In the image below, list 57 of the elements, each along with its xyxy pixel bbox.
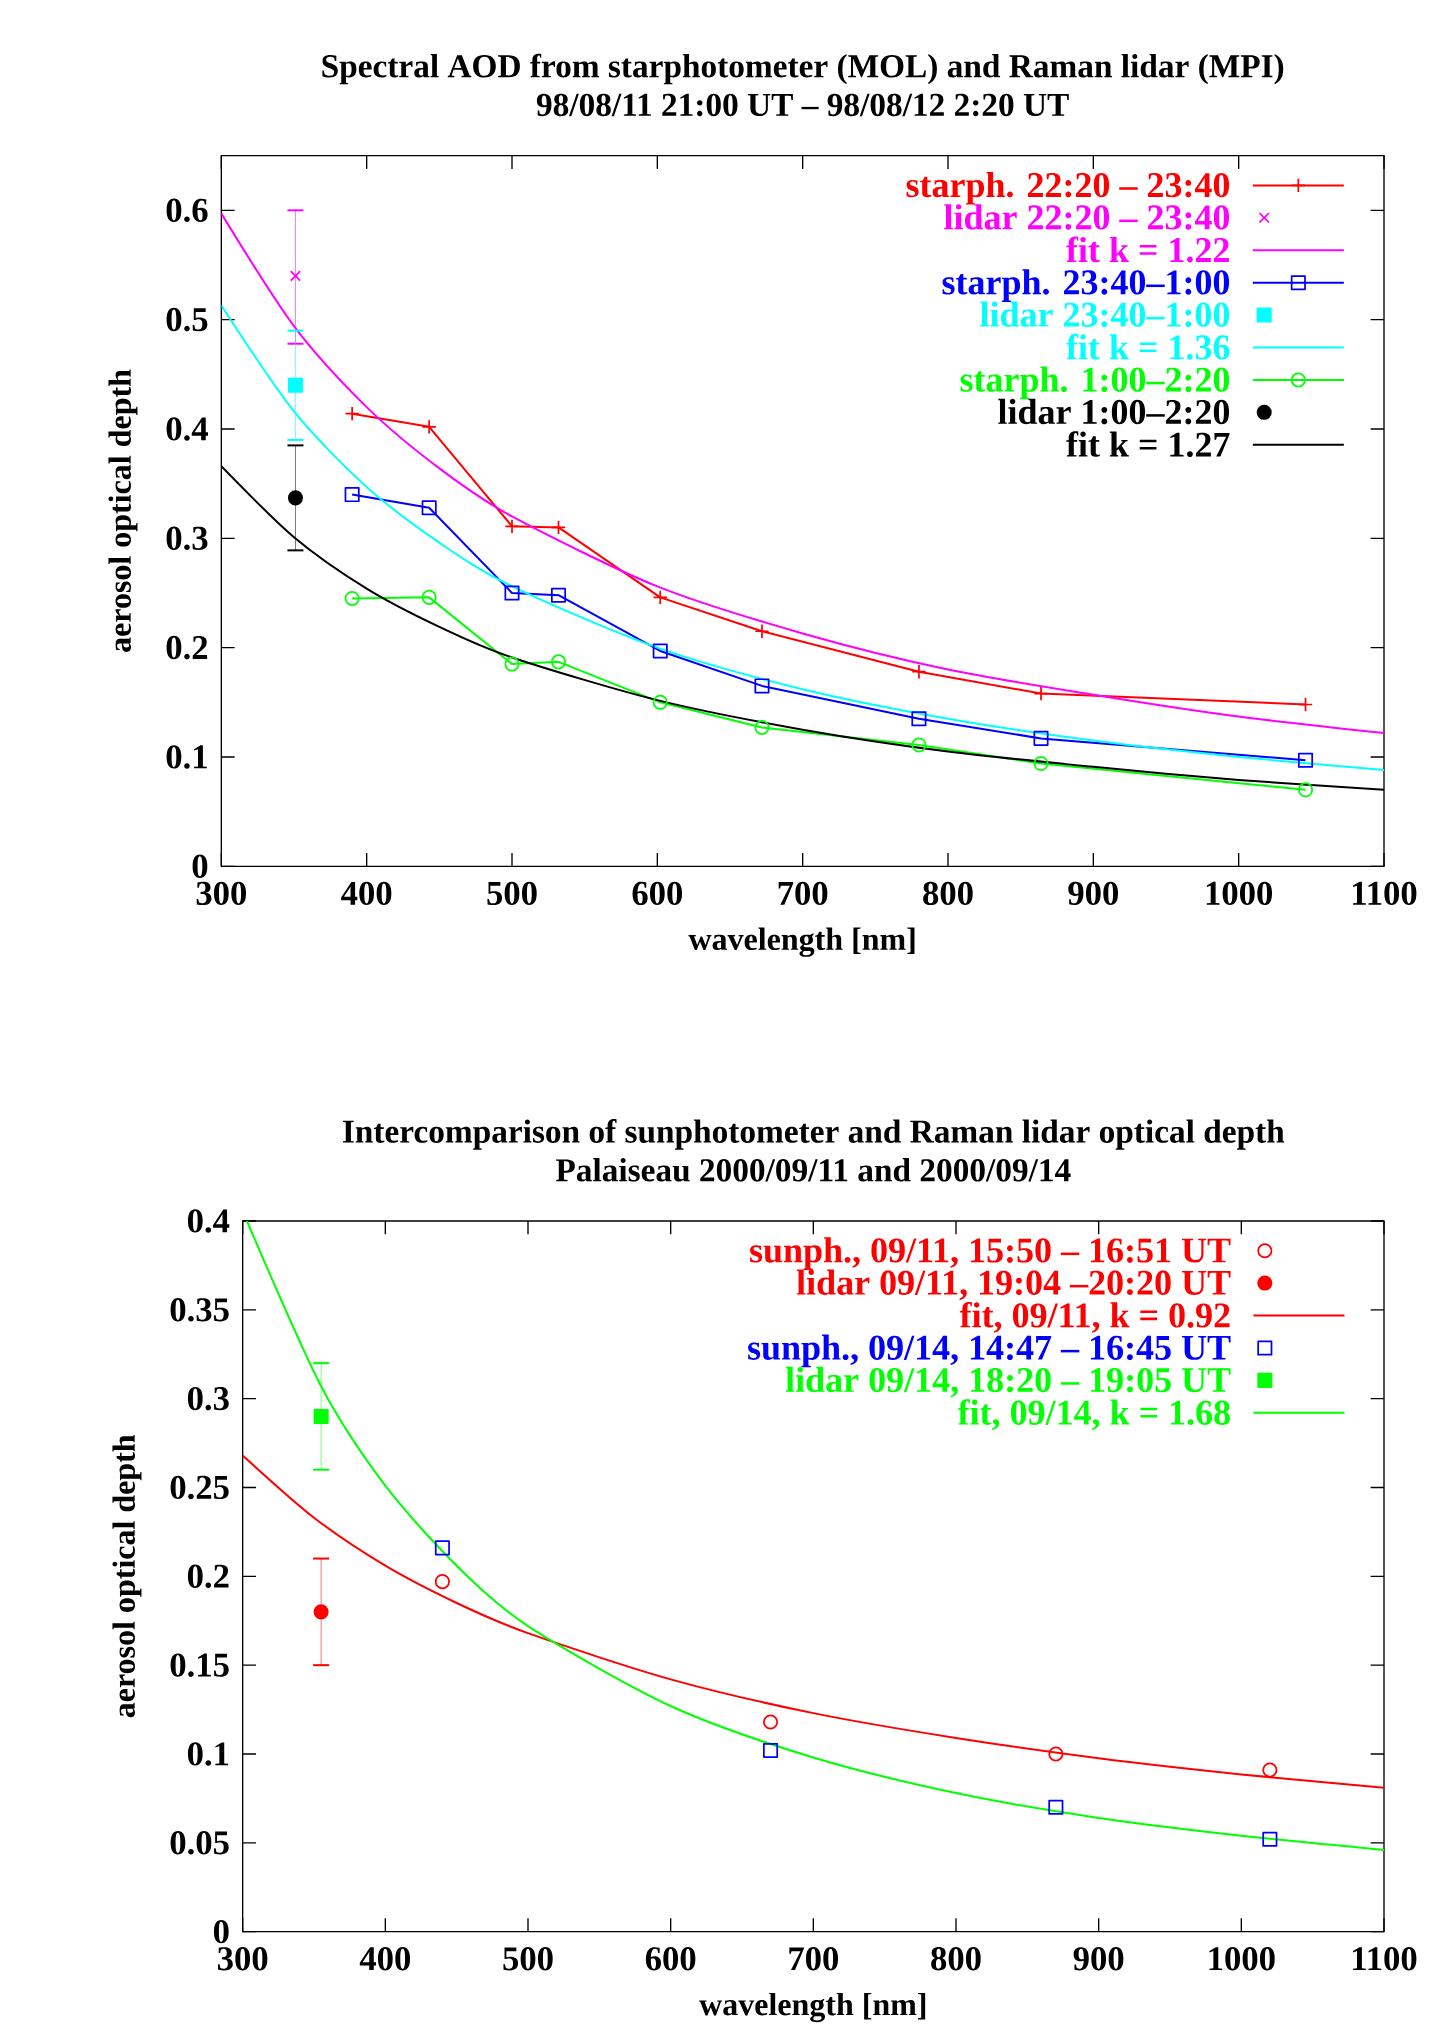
y-tick-label: 0 [192, 854, 208, 879]
chart-title: Intercomparison of sunphotometer and Raman lidar optical depth [342, 1119, 1285, 1150]
y-tick-label: 0.2 [187, 1564, 229, 1589]
y-tick-label: 0.4 [166, 417, 208, 441]
legend-label: fit k = 1.36 [1066, 333, 1230, 360]
x-tick-label: 1100 [1353, 1947, 1417, 1971]
y-axis-title: aerosol optical depth [108, 369, 138, 652]
x-tick-label: 1100 [1353, 881, 1417, 906]
y-tick-label: 0.1 [187, 1742, 229, 1766]
legend-label: sunph., 09/11, 15:50 – 16:51 UT [750, 1237, 1231, 1270]
x-tick-label: 300 [196, 881, 247, 906]
y-tick-label: 0.5 [166, 307, 208, 332]
legend-label: lidar 22:20 – 23:40 [944, 204, 1230, 230]
legend-label: lidar 09/14, 18:20 – 19:05 UT [785, 1366, 1231, 1398]
legend-label: fit k = 1.22 [1066, 236, 1229, 263]
legend-label: fit, 09/14, k = 1.68 [957, 1399, 1230, 1431]
x-tick-label: 300 [217, 1947, 268, 1971]
x-tick-label: 600 [632, 881, 683, 906]
legend-label: sunph., 09/14, 14:47 – 16:45 UT [748, 1334, 1231, 1368]
x-tick-label: 500 [503, 1947, 553, 1971]
y-tick-label: 0.6 [166, 198, 208, 223]
x-tick-label: 900 [1073, 1947, 1124, 1971]
x-tick-label: 700 [778, 881, 828, 906]
x-tick-label: 500 [487, 881, 537, 906]
y-tick-label: 0.25 [170, 1475, 229, 1500]
y-tick-label: 0.3 [187, 1386, 229, 1411]
y-tick-label: 0.05 [170, 1831, 229, 1855]
x-axis-title: wavelength [nm] [688, 927, 915, 957]
y-tick-label: 0.2 [166, 635, 208, 660]
y-tick-label: 0 [213, 1919, 229, 1944]
x-tick-label: 900 [1068, 881, 1119, 906]
y-tick-label: 0.15 [170, 1653, 229, 1677]
x-tick-label: 400 [359, 1947, 411, 1971]
legend-label: lidar 1:00–2:20 [998, 398, 1230, 425]
y-tick-label: 0.4 [187, 1209, 230, 1233]
chart-title: Spectral AOD from starphotometer (MOL) and Raman lidar (MPI) [322, 53, 1284, 85]
legend-label: lidar 09/11, 19:04 –20:20 UT [796, 1269, 1231, 1301]
x-tick-label: 1000 [1206, 881, 1273, 906]
x-tick-label: 800 [923, 881, 973, 906]
chart-subtitle: 98/08/11 21:00 UT – 98/08/12 2:20 UT [536, 93, 1069, 117]
legend-label: starph. 23:40–1:00 [942, 269, 1230, 302]
chart-subtitle: Palaiseau 2000/09/11 and 2000/09/14 [555, 1158, 1071, 1182]
x-tick-label: 1000 [1209, 1947, 1275, 1971]
x-tick-label: 700 [789, 1947, 839, 1971]
y-tick-label: 0.35 [170, 1298, 229, 1322]
y-axis-title: aerosol optical depth [112, 1434, 142, 1718]
legend-label: fit k = 1.27 [1066, 431, 1230, 457]
y-tick-label: 0.3 [166, 526, 208, 551]
y-tick-label: 0.1 [166, 745, 207, 769]
x-tick-label: 800 [931, 1947, 981, 1971]
legend-label: fit, 09/11, k = 0.92 [959, 1301, 1230, 1333]
legend-label: starph. 22:20 – 23:40 [906, 171, 1230, 205]
x-tick-label: 400 [341, 881, 392, 906]
legend-label: starph. 1:00–2:20 [960, 366, 1230, 400]
x-axis-title: wavelength [nm] [699, 1992, 926, 2023]
x-tick-label: 600 [645, 1947, 696, 1971]
legend-label: lidar 23:40–1:00 [980, 301, 1230, 328]
